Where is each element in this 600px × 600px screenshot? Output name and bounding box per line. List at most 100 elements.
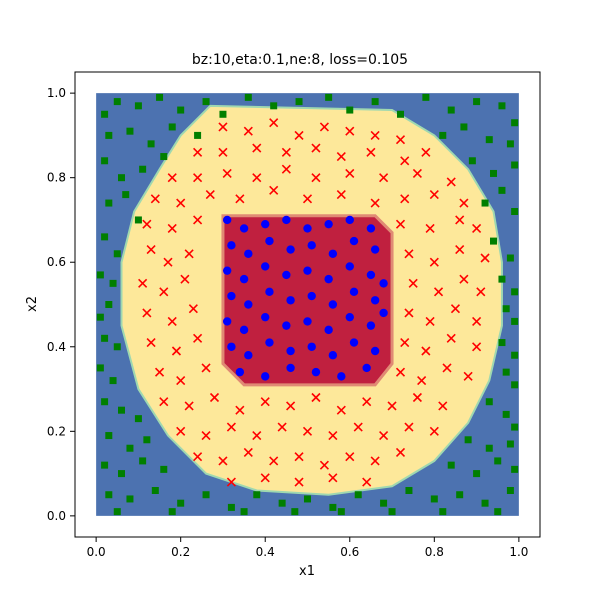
marker-square [126,495,134,503]
marker-square [485,398,493,406]
marker-square [134,216,142,224]
marker-x [277,422,287,432]
marker-x [319,460,329,470]
marker-x [167,316,177,326]
marker-square [105,131,113,139]
marker-square [168,123,176,131]
marker-x [438,401,448,411]
marker-x [395,135,406,145]
marker-circle [239,274,249,284]
marker-square [126,127,134,135]
marker-circle [307,342,316,351]
marker-circle [286,346,295,356]
marker-x [370,198,380,208]
marker-x [476,287,486,297]
marker-square [101,461,109,469]
marker-x [404,422,414,432]
marker-square [354,491,362,499]
marker-square [511,161,519,169]
marker-square [506,440,514,448]
marker-square [511,317,519,325]
marker-circle [265,338,274,347]
marker-square [439,508,447,516]
marker-x [176,198,186,208]
marker-square [346,106,354,114]
marker-x [395,447,406,458]
marker-square [498,102,506,110]
marker-circle [328,351,338,360]
marker-x [425,223,435,233]
marker-circle [345,312,354,322]
marker-x [353,422,363,432]
marker-circle [265,287,274,297]
marker-circle [311,367,321,377]
marker-square [485,444,493,452]
marker-x [193,173,203,183]
marker-x [429,426,439,436]
marker-square [502,410,510,418]
marker-x [417,376,427,386]
y-axis-ticks: 0.0 0.2 0.4 0.6 0.8 1.0 [47,86,75,523]
marker-x [176,426,186,436]
marker-x [455,244,465,255]
marker-x [235,405,245,415]
marker-square [329,503,337,511]
marker-square [122,191,130,199]
marker-x [193,147,203,157]
marker-x [302,426,313,436]
marker-square [101,233,109,241]
marker-square [113,508,121,516]
marker-circle [227,241,236,250]
marker-square [506,254,514,262]
marker-square [270,102,278,110]
marker-circle [239,224,249,233]
marker-x [269,118,279,128]
marker-x [302,194,313,204]
marker-square [511,465,519,473]
marker-x [319,122,329,132]
marker-circle [324,219,333,229]
marker-square [422,93,430,101]
decision-regions [96,93,519,516]
marker-x [218,122,228,132]
marker-square [113,250,121,258]
marker-circle [282,321,291,330]
marker-x [252,430,262,441]
marker-square [511,288,519,296]
marker-x [345,452,355,462]
marker-square [473,98,481,106]
marker-x [455,215,465,225]
marker-circle [222,317,232,326]
marker-circle [282,270,291,280]
region-inner-square [221,214,394,387]
marker-x [366,147,376,157]
marker-circle [379,308,388,318]
chart-title: bz:10,eta:0.1,ne:8, loss=0.105 [192,52,408,68]
marker-x [370,130,380,140]
marker-x [412,168,422,179]
marker-square [506,140,514,148]
marker-circle [227,342,236,351]
marker-square [481,199,489,207]
marker-circle [244,300,253,309]
marker-x [252,143,262,153]
marker-square [168,508,176,516]
marker-x [345,168,355,179]
marker-x [336,190,346,200]
marker-square [101,157,109,165]
marker-x [404,308,414,318]
marker-x [269,185,279,195]
marker-x [138,278,148,288]
marker-x [421,346,431,356]
marker-x [243,447,253,458]
marker-x [362,397,372,407]
marker-x [193,215,203,225]
marker-circle [370,245,380,254]
y-tick-label: 0.8 [47,171,66,185]
x-tick-label: 0.8 [425,545,444,559]
marker-square [118,174,125,182]
marker-x [235,194,245,204]
marker-x [472,342,482,352]
marker-square [498,186,506,194]
